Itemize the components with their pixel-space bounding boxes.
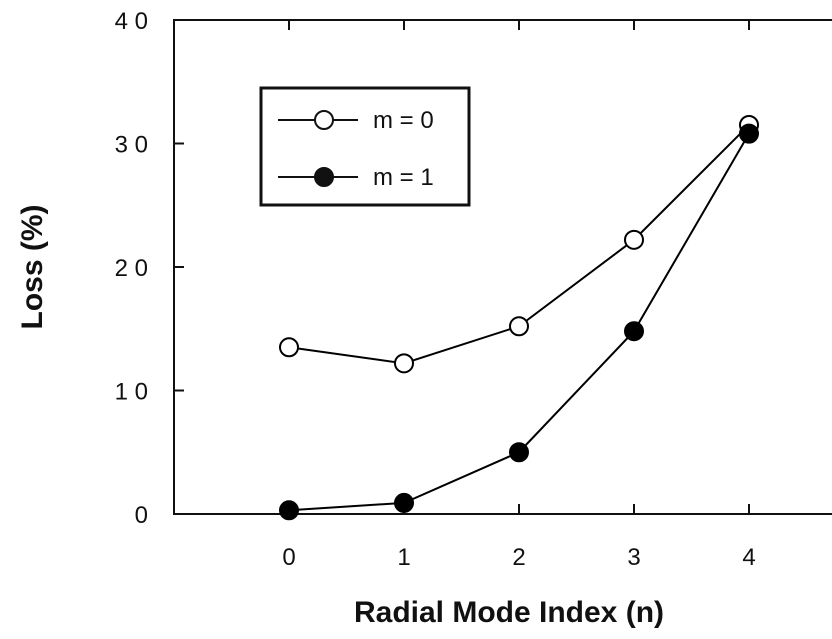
- y-tick-label: 4 0: [115, 8, 148, 35]
- x-tick-label: 0: [282, 544, 295, 571]
- data-point-open: [509, 316, 529, 337]
- y-tick-label: 1 0: [115, 379, 148, 406]
- x-axis-title: Radial Mode Index (n): [354, 596, 664, 629]
- data-point-filled: [394, 492, 414, 513]
- legend: m = 0 m = 1: [259, 86, 471, 207]
- x-tick-label: 4: [742, 544, 755, 571]
- legend-label-m1: m = 1: [373, 164, 434, 191]
- y-tick-label: 3 0: [115, 132, 148, 159]
- data-point-filled: [279, 500, 299, 521]
- y-tick-label: 2 0: [115, 255, 148, 282]
- series-layer: [279, 114, 759, 521]
- x-tick-label: 3: [627, 544, 640, 571]
- data-point-open: [394, 353, 414, 374]
- data-point-filled: [509, 442, 529, 463]
- data-point-filled: [624, 321, 644, 342]
- data-point-filled: [739, 123, 759, 144]
- x-tick-label: 2: [512, 544, 525, 571]
- y-axis-title: Loss (%): [16, 204, 49, 329]
- legend-label-m0: m = 0: [373, 107, 434, 134]
- plot-area: 0 1 0 2 0 3 0 4 0 0 1 2 3 4: [115, 8, 832, 571]
- axis-ticks: 0 1 0 2 0 3 0 4 0 0 1 2 3 4: [115, 8, 756, 571]
- data-point-open: [624, 229, 644, 250]
- legend-marker-filled-circle: [314, 167, 334, 187]
- y-tick-label: 0: [135, 502, 148, 529]
- data-point-open: [279, 337, 299, 358]
- legend-marker-open-circle: [314, 110, 334, 130]
- legend-box: [259, 86, 471, 207]
- x-tick-label: 1: [397, 544, 410, 571]
